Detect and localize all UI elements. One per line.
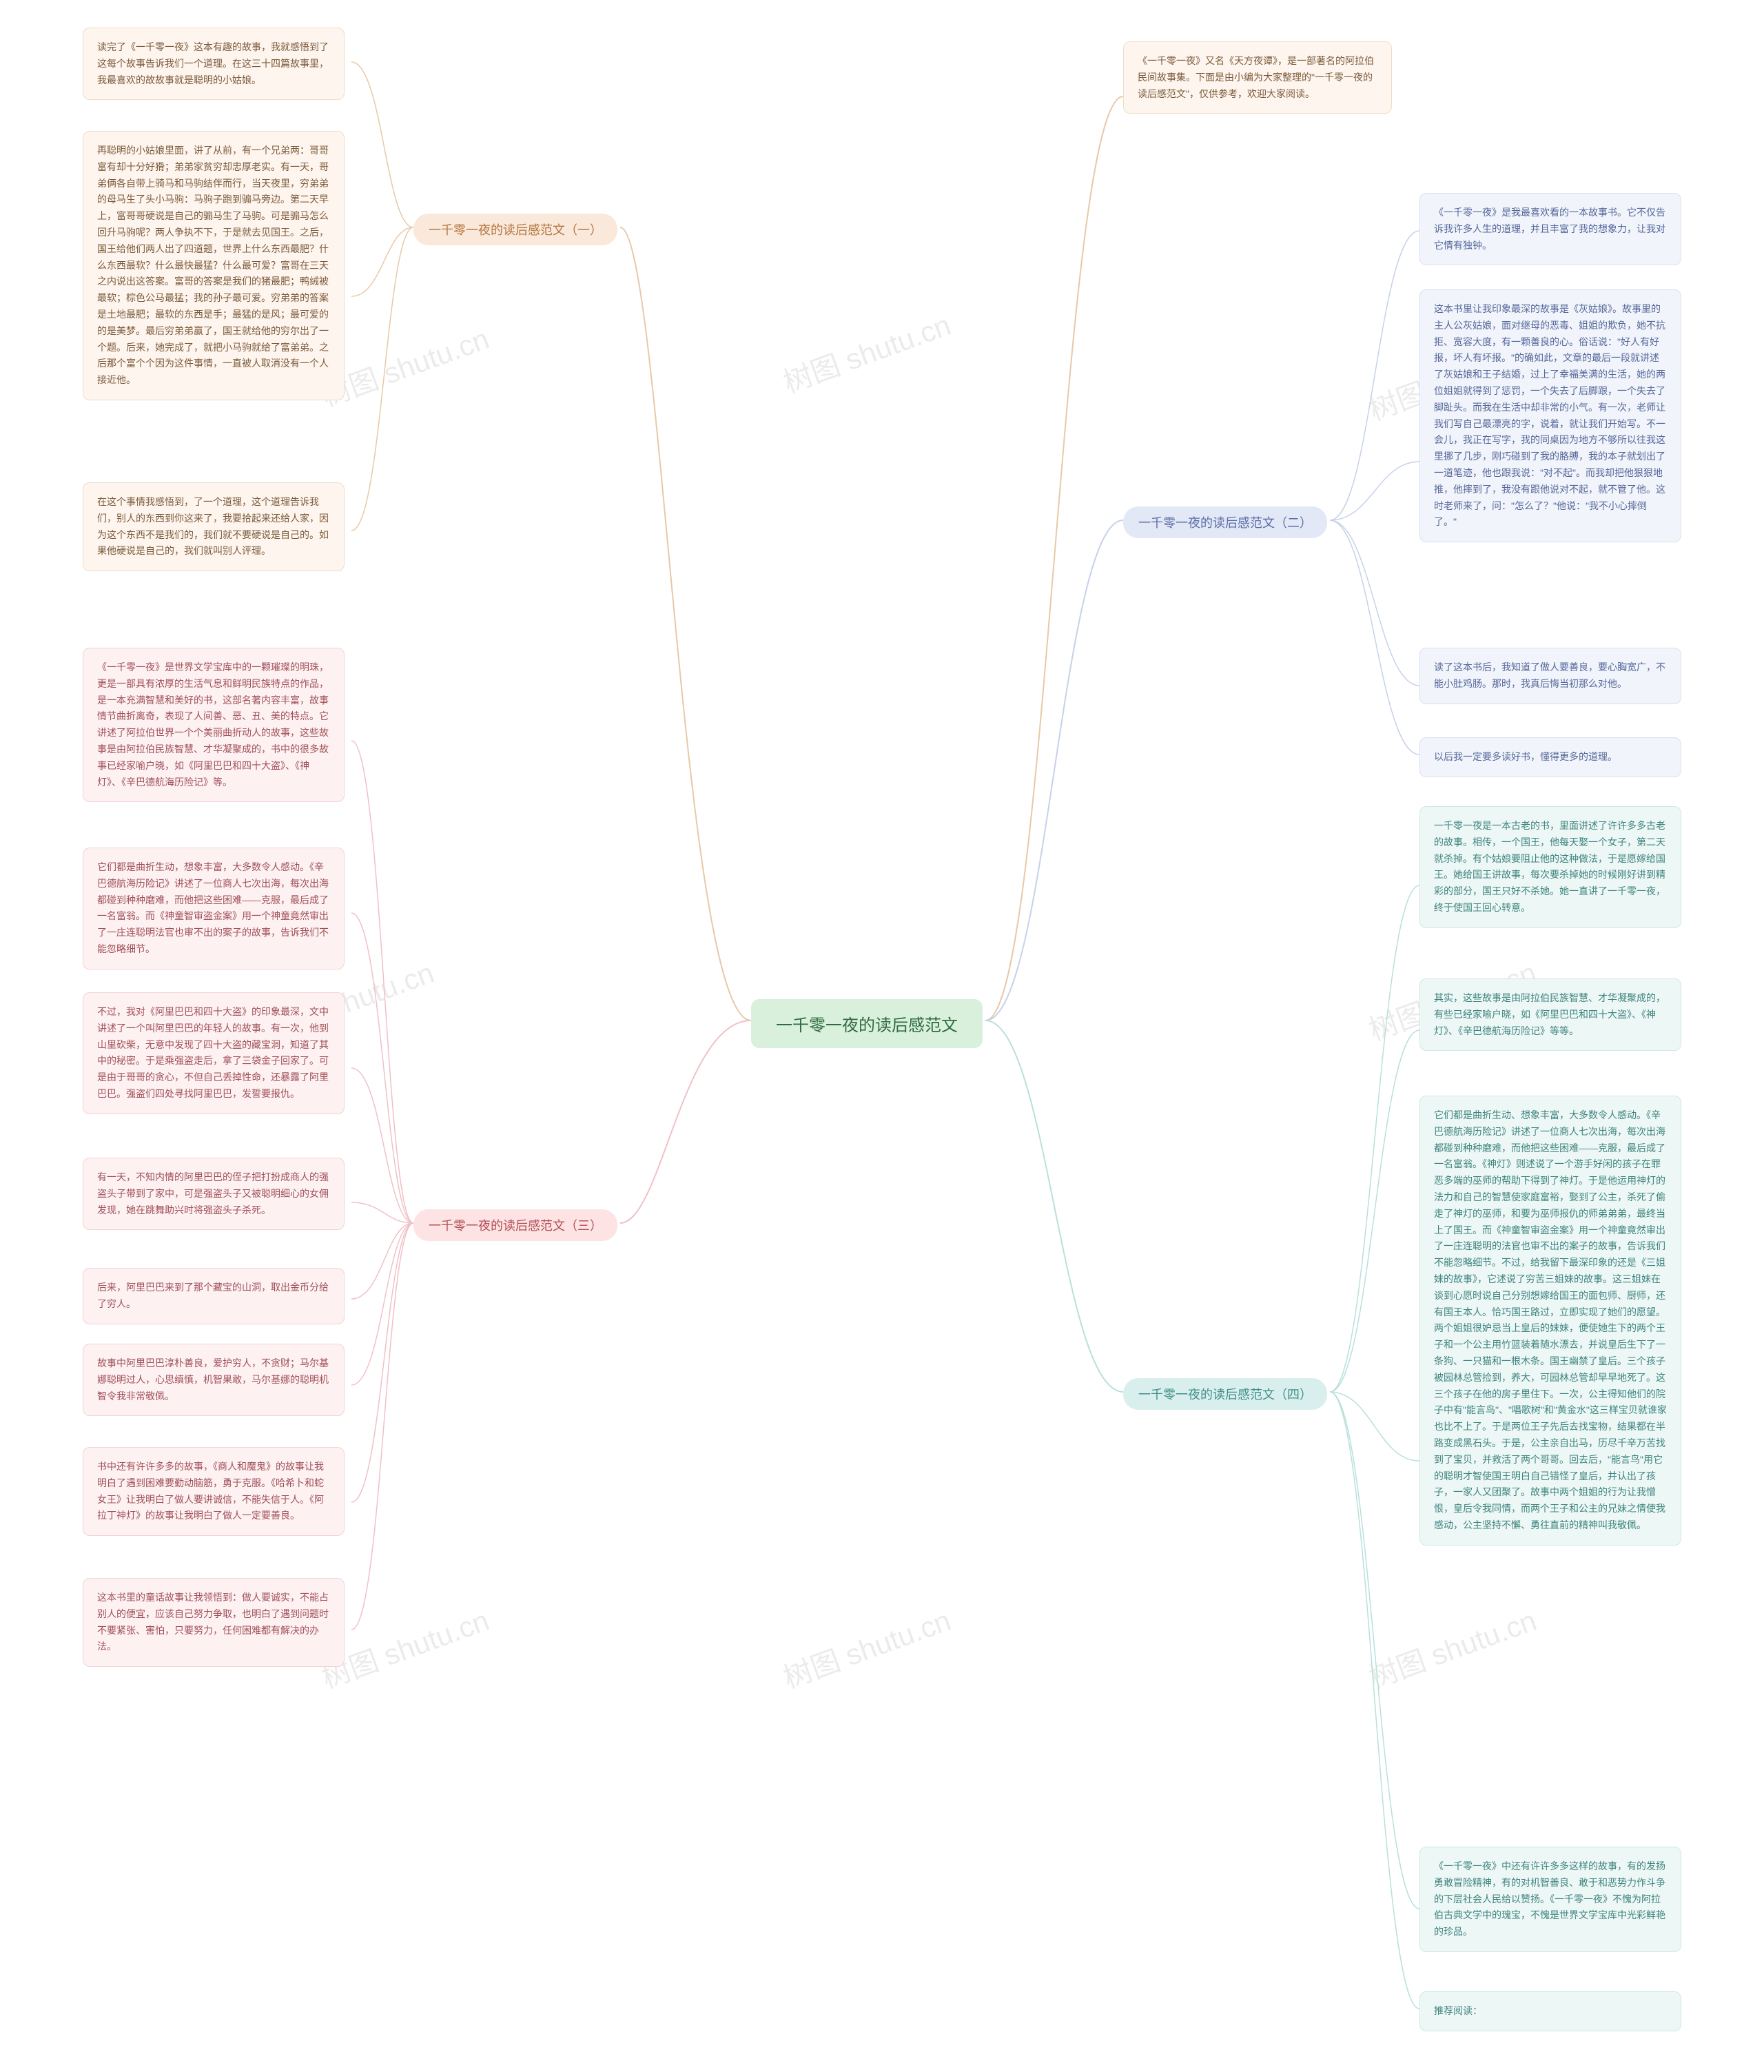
leaf-b3-0: 《一千零一夜》是世界文学宝库中的一颗璀璨的明珠，更是一部具有浓厚的生活气息和鲜明… [83,648,345,802]
leaf-b4-1: 其实，这些故事是由阿拉伯民族智慧、才华凝聚成的，有些已经家喻户晓，如《阿里巴巴和… [1419,978,1681,1051]
branch-node-2[interactable]: 一千零一夜的读后感范文（二） [1123,506,1327,538]
leaf-b1-2: 在这个事情我感悟到，了一个道理，这个道理告诉我们，别人的东西到你这来了，我要拾起… [83,482,345,571]
leaf-b2-2: 读了这本书后，我知道了做人要善良，要心胸宽广，不能小肚鸡肠。那时，我真后悔当初那… [1419,648,1681,704]
leaf-b2-1: 这本书里让我印象最深的故事是《灰姑娘》。故事里的主人公灰姑娘，面对继母的恶毒、姐… [1419,289,1681,542]
leaf-b2-3: 以后我一定要多读好书，懂得更多的道理。 [1419,737,1681,777]
center-topic[interactable]: 一千零一夜的读后感范文 [751,999,983,1048]
leaf-b1-1: 再聪明的小姑娘里面，讲了从前，有一个兄弟两：哥哥富有却十分好猾；弟弟家贫穷却忠厚… [83,131,345,400]
leaf-b3-6: 书中还有许许多多的故事，《商人和魔鬼》的故事让我明白了遇到困难要勤动脑筋，勇于克… [83,1447,345,1536]
leaf-b3-5: 故事中阿里巴巴淳朴善良，爱护穷人，不贪财；马尔基娜聪明过人，心思缜慎，机智果敢，… [83,1344,345,1416]
leaf-b3-2: 不过，我对《阿里巴巴和四十大盗》的印象最深，文中讲述了一个叫阿里巴巴的年轻人的故… [83,992,345,1114]
intro-leaf: 《一千零一夜》又名《天方夜谭》，是一部著名的阿拉伯民间故事集。下面是由小编为大家… [1123,41,1392,114]
leaf-b3-7: 这本书里的童话故事让我领悟到：做人要诚实，不能占别人的便宜，应该自己努力争取，也… [83,1578,345,1667]
leaf-b4-2: 它们都是曲折生动、想象丰富，大多数令人感动。《辛巴德航海历险记》讲述了一位商人七… [1419,1096,1681,1546]
branch-node-1[interactable]: 一千零一夜的读后感范文（一） [413,214,617,245]
watermark: 树图 shutu.cn [777,302,956,401]
leaf-b3-4: 后来，阿里巴巴来到了那个藏宝的山洞，取出金币分给了穷人。 [83,1268,345,1324]
branch-node-3[interactable]: 一千零一夜的读后感范文（三） [413,1209,617,1241]
leaf-b3-1: 它们都是曲折生动，想象丰富，大多数令人感动。《辛巴德航海历险记》讲述了一位商人七… [83,848,345,970]
leaf-b4-0: 一千零一夜是一本古老的书，里面讲述了许许多多古老的故事。相传，一个国王，他每天娶… [1419,806,1681,928]
leaf-b2-0: 《一千零一夜》是我最喜欢看的一本故事书。它不仅告诉我许多人生的道理，并且丰富了我… [1419,193,1681,265]
leaf-b4-4: 推荐阅读： [1419,1991,1681,2031]
leaf-b3-3: 有一天，不知内情的阿里巴巴的侄子把打扮成商人的强盗头子带到了家中，可是强盗头子又… [83,1158,345,1230]
branch-node-4[interactable]: 一千零一夜的读后感范文（四） [1123,1378,1327,1410]
watermark: 树图 shutu.cn [1362,1597,1541,1696]
watermark: 树图 shutu.cn [777,1597,956,1696]
leaf-b4-3: 《一千零一夜》中还有许许多多这样的故事，有的发扬勇敢冒险精神，有的对机智善良、敢… [1419,1847,1681,1952]
leaf-b1-0: 读完了《一千零一夜》这本有趣的故事，我就感悟到了这每个故事告诉我们一个道理。在这… [83,28,345,100]
